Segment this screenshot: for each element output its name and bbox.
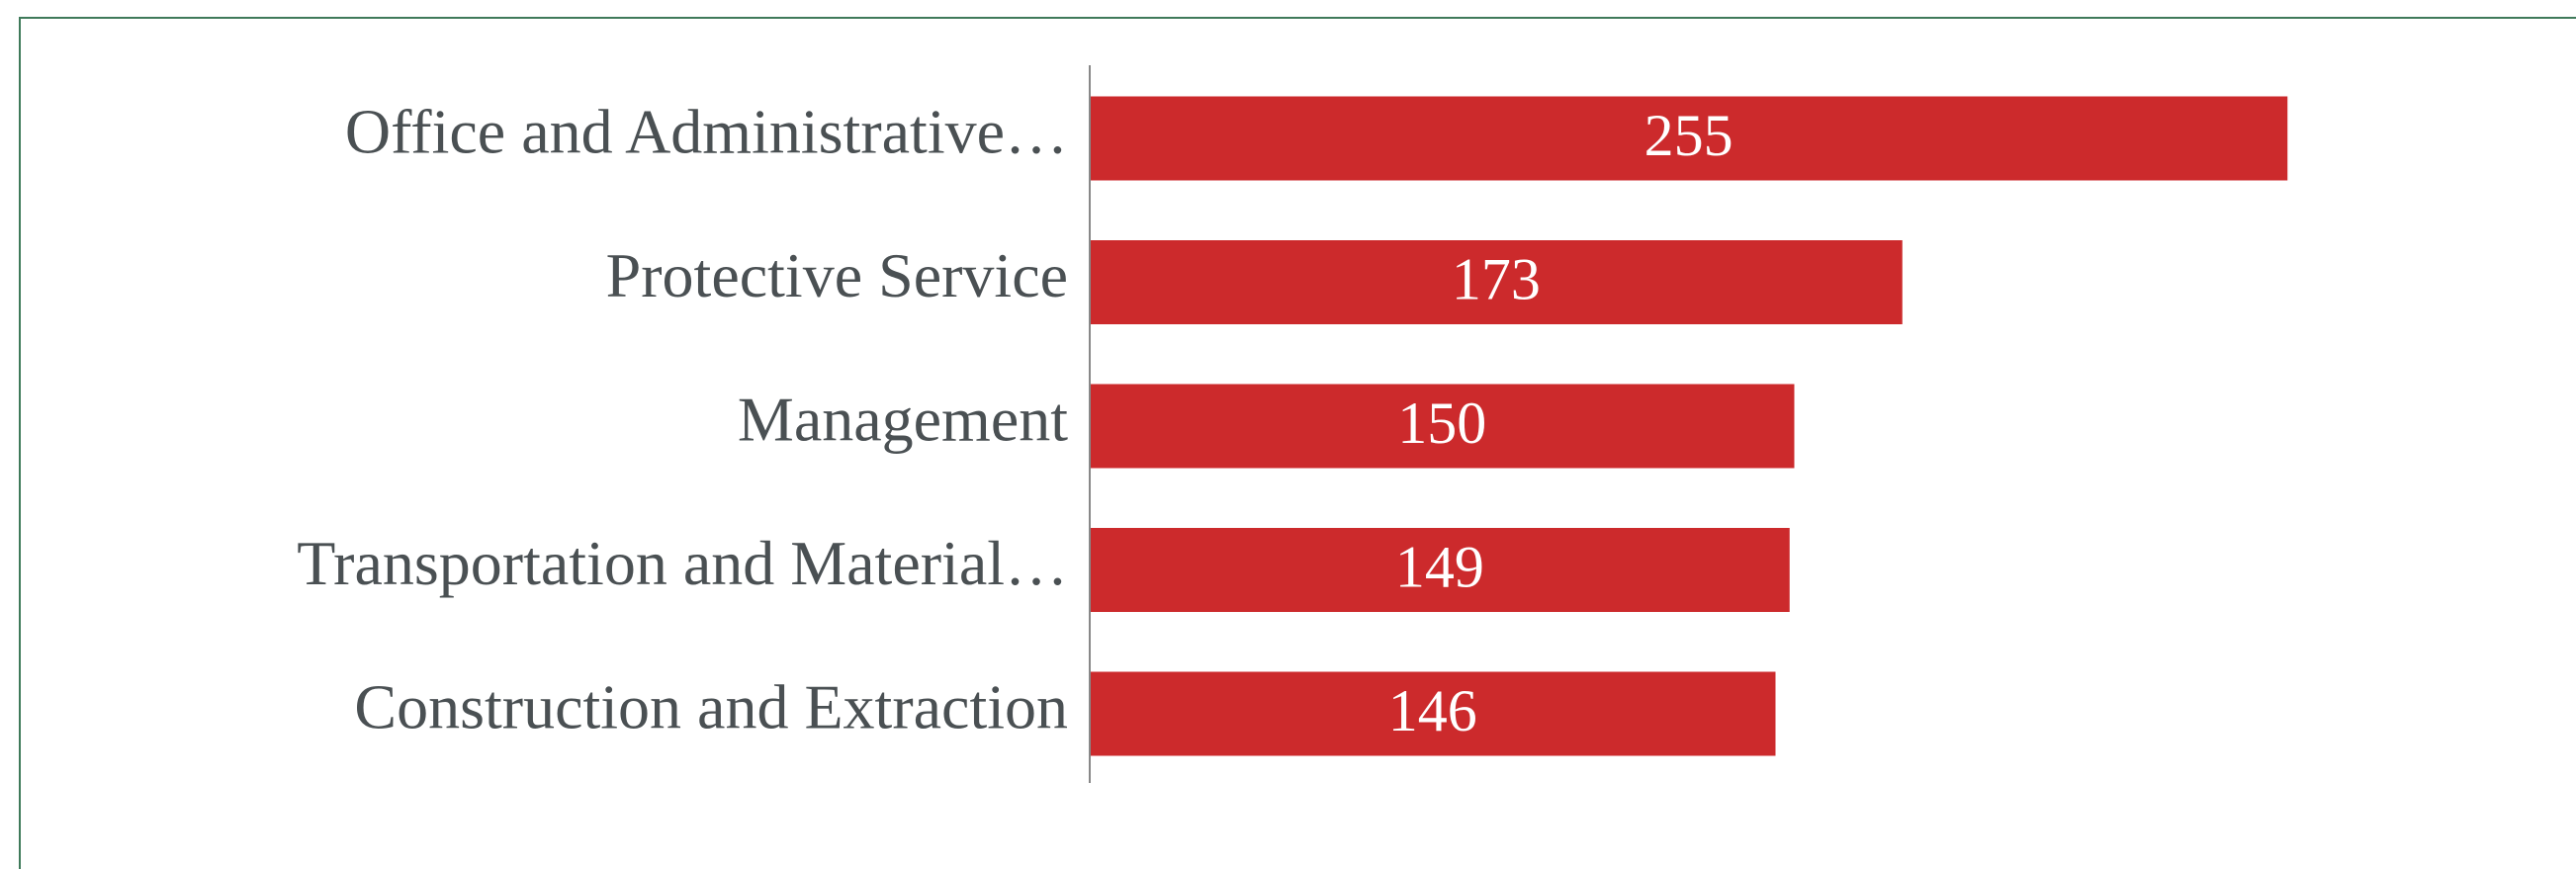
value-label: 149 <box>1395 534 1484 599</box>
bar <box>1090 96 2288 181</box>
value-label: 173 <box>1452 246 1541 311</box>
category-label: Management <box>738 385 1068 455</box>
category-label: Transportation and Material… <box>297 528 1068 598</box>
category-label: Construction and Extraction <box>354 672 1068 742</box>
category-label: Protective Service <box>606 240 1068 310</box>
bar <box>1090 528 1790 612</box>
value-label: 146 <box>1388 678 1477 743</box>
value-label: 255 <box>1644 103 1733 168</box>
bar <box>1090 240 1903 324</box>
bar <box>1090 384 1795 469</box>
frame <box>19 17 2576 869</box>
category-label: Office and Administrative… <box>345 97 1068 167</box>
value-label: 150 <box>1397 391 1486 456</box>
bar <box>1090 671 1776 756</box>
